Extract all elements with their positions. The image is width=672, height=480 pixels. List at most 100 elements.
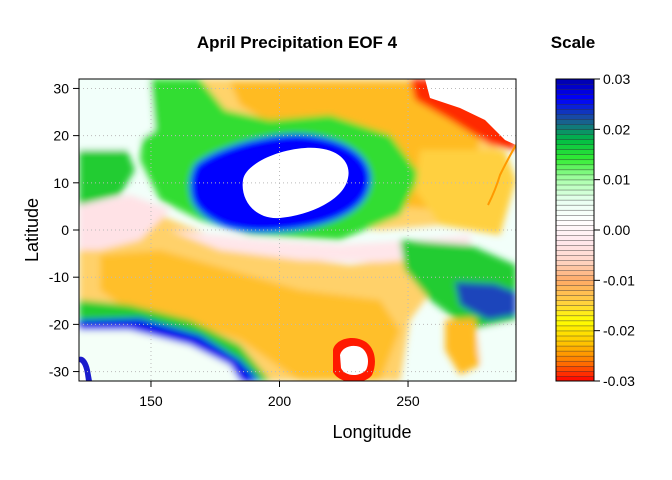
- scale-swatch: [555, 360, 595, 367]
- y-tick-label: -10: [49, 269, 69, 285]
- scale-tick-label: -0.01: [603, 272, 635, 288]
- scale-swatch: [555, 254, 595, 261]
- scale-tick-label: -0.02: [603, 323, 635, 339]
- scale-swatch: [555, 229, 595, 236]
- color-scale-bar: [555, 78, 595, 382]
- scale-swatch: [555, 169, 595, 176]
- scale-swatch: [555, 224, 595, 231]
- scale-swatch: [555, 320, 595, 327]
- scale-swatch: [555, 179, 595, 186]
- scale-swatch: [555, 144, 595, 150]
- scale-tick-label: 0.03: [603, 71, 630, 87]
- color-scale-axis: 0.03 0.02 0.01 0.00 -0.01 -0.02 -0.03: [594, 71, 635, 389]
- scale-swatch: [555, 370, 595, 377]
- scale-swatch: [555, 114, 595, 120]
- scale-swatch: [555, 184, 595, 191]
- y-tick-label: 10: [53, 175, 69, 191]
- scale-swatch: [555, 234, 595, 241]
- scale-swatch: [555, 134, 595, 140]
- scale-swatch: [555, 149, 595, 155]
- scale-swatch: [555, 88, 595, 95]
- scale-swatch: [555, 280, 595, 286]
- scale-swatch: [555, 275, 595, 281]
- scale-swatch: [555, 124, 595, 130]
- east-blue-patch: [455, 282, 516, 320]
- scale-swatch: [555, 249, 595, 256]
- y-tick-label: -30: [49, 364, 69, 380]
- scale-title: Scale: [551, 33, 595, 52]
- coastline: [487, 144, 516, 206]
- scale-swatch: [555, 103, 595, 110]
- scale-swatch: [555, 260, 595, 266]
- scale-swatch: [555, 244, 595, 251]
- mid-zero-band: [170, 230, 470, 262]
- south-white-pool: [79, 330, 240, 381]
- scale-swatch: [555, 119, 595, 125]
- scale-tick-label: 0.01: [603, 172, 630, 188]
- scale-swatch: [555, 270, 595, 276]
- west-green-region: [79, 145, 135, 205]
- scale-swatch: [555, 164, 595, 171]
- northwest-white: [79, 79, 155, 150]
- scale-swatch: [555, 335, 595, 342]
- scale-swatch: [555, 239, 595, 246]
- y-axis-label: Latitude: [22, 198, 42, 262]
- scale-swatch: [555, 345, 595, 352]
- x-tick-label: 250: [396, 393, 420, 409]
- x-tick-label: 200: [268, 393, 292, 409]
- scale-swatch: [555, 108, 595, 115]
- y-tick-label: 20: [53, 128, 69, 144]
- scale-swatch: [555, 305, 595, 312]
- negative-core: [340, 345, 368, 376]
- scale-swatch: [555, 350, 595, 357]
- scale-swatch: [555, 189, 595, 196]
- scale-swatch: [555, 355, 595, 362]
- grid: [79, 79, 516, 381]
- scale-swatch: [555, 174, 595, 181]
- scale-swatch: [555, 340, 595, 347]
- scale-swatch: [555, 98, 595, 105]
- southwest-white-core: [79, 362, 86, 381]
- scale-swatch: [555, 214, 595, 221]
- southeast-negative: [445, 318, 480, 375]
- scale-swatch: [555, 325, 595, 332]
- scale-swatch: [555, 83, 595, 90]
- scale-swatch: [555, 154, 595, 161]
- scale-swatch: [555, 209, 595, 216]
- northeast-coast-negative: [415, 150, 516, 235]
- x-axis-label: Longitude: [332, 422, 411, 442]
- y-tick-label: -20: [49, 316, 69, 332]
- northeast-white-core: [425, 79, 516, 145]
- scale-swatch: [555, 93, 595, 100]
- south-negative-core: [100, 250, 400, 381]
- x-axis: 150 200 250: [139, 380, 420, 409]
- scale-swatch: [555, 219, 595, 226]
- scale-swatch: [555, 129, 595, 135]
- scale-swatch: [555, 300, 595, 307]
- scale-swatch: [555, 78, 595, 85]
- scale-swatch: [555, 290, 595, 296]
- scale-swatch: [555, 199, 595, 206]
- contour-field: [79, 79, 516, 381]
- y-axis: 30 20 10 0 -10 -20 -30: [49, 80, 80, 380]
- scale-tick-label: 0.02: [603, 121, 630, 137]
- scale-swatch: [555, 265, 595, 271]
- scale-tick-label: 0.00: [603, 222, 630, 238]
- east-white-patch: [478, 325, 516, 381]
- scale-swatch: [555, 194, 595, 201]
- x-tick-label: 150: [139, 393, 163, 409]
- y-tick-label: 30: [53, 80, 69, 96]
- scale-swatch: [555, 315, 595, 322]
- scale-swatch: [555, 204, 595, 211]
- scale-swatch: [555, 330, 595, 337]
- scale-swatch: [555, 159, 595, 166]
- scale-swatch: [555, 295, 595, 301]
- scale-tick-label: -0.03: [603, 373, 635, 389]
- y-tick-label: 0: [61, 222, 69, 238]
- scale-swatch: [555, 365, 595, 372]
- scale-swatch: [555, 139, 595, 145]
- chart-title: April Precipitation EOF 4: [197, 33, 398, 52]
- west-zero-region: [79, 195, 170, 250]
- scale-swatch: [555, 285, 595, 291]
